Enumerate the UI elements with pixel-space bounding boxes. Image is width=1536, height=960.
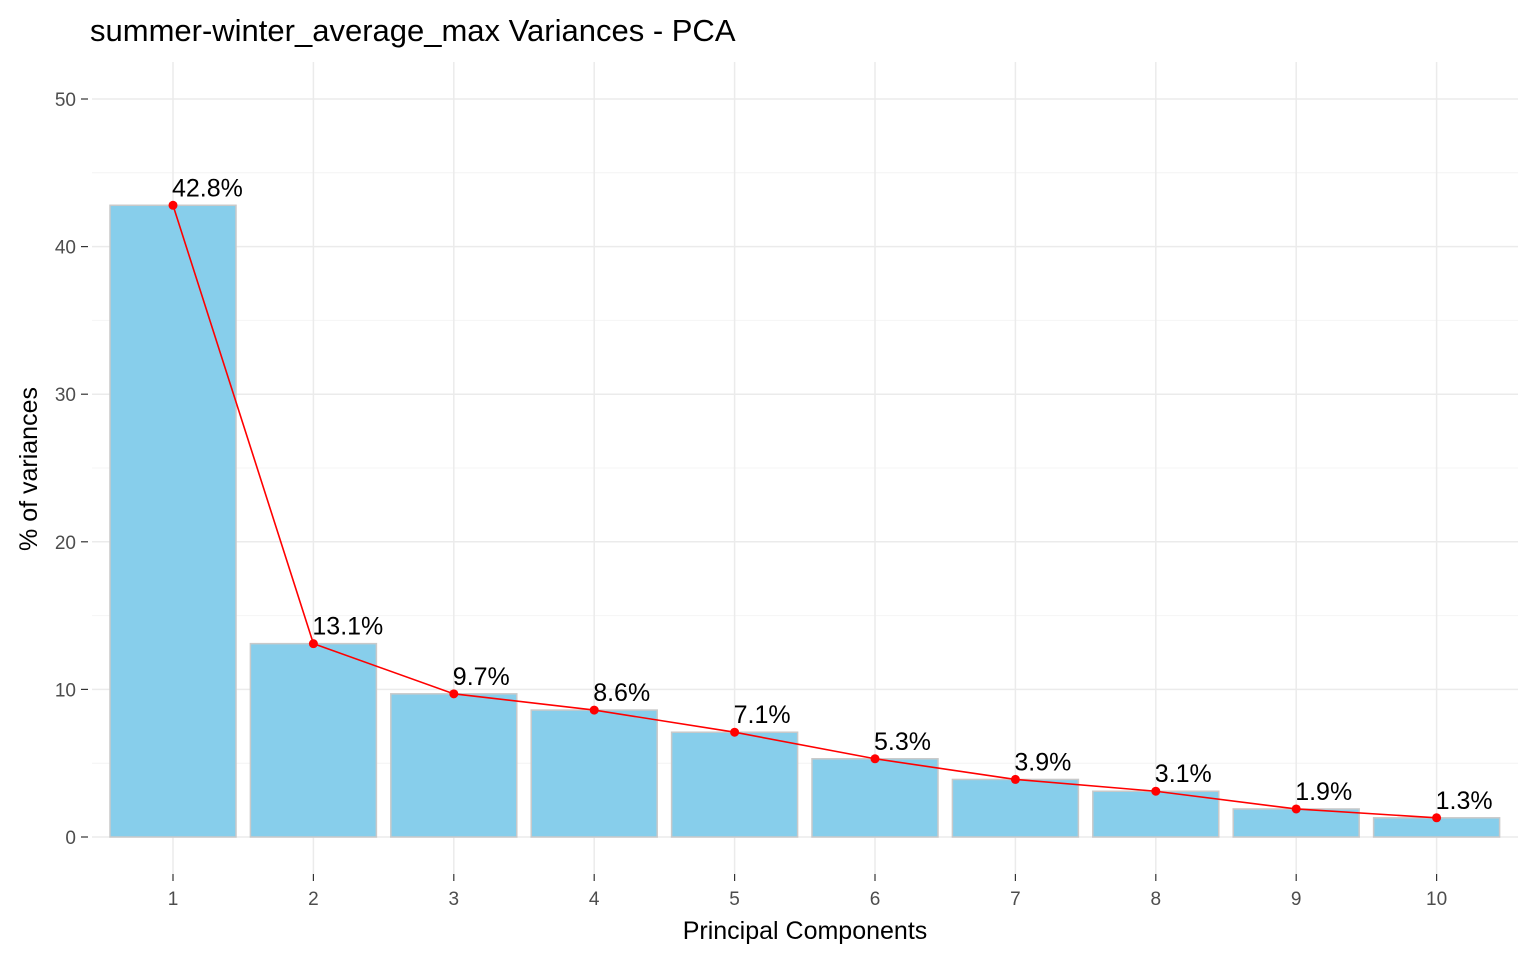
x-tick-label: 7	[1010, 889, 1021, 910]
y-axis-title: % of variances	[15, 387, 43, 551]
bar-pc-5	[670, 731, 799, 838]
bar-pc-3	[390, 693, 518, 838]
data-label-pc-1: 42.8%	[172, 174, 243, 202]
y-tick-label: 30	[55, 385, 76, 406]
y-axis: 0 10 20 30 40 50	[55, 90, 88, 849]
point-pc-4	[589, 705, 599, 715]
y-tick-label: 10	[55, 680, 76, 701]
x-tick-label: 6	[870, 889, 881, 910]
bar-pc-8	[1092, 790, 1220, 838]
point-pc-3	[449, 689, 459, 699]
y-tick-label: 20	[55, 533, 76, 554]
bar-pc-4	[530, 709, 658, 838]
point-pc-6	[870, 754, 880, 764]
y-tick-label: 50	[55, 90, 76, 111]
x-axis-title: Principal Components	[683, 917, 928, 945]
y-tick-label: 0	[65, 828, 76, 849]
variance-line	[172, 205, 1437, 819]
data-label-pc-8: 3.1%	[1155, 760, 1212, 788]
bar-pc-2	[249, 642, 378, 838]
data-label-pc-10: 1.3%	[1436, 787, 1493, 815]
chart-title: summer-winter_average_max Variances - PC…	[90, 13, 736, 48]
x-tick-label: 2	[308, 889, 319, 910]
x-tick-label: 5	[729, 889, 740, 910]
data-label-pc-7: 3.9%	[1014, 748, 1071, 776]
x-tick-label: 3	[449, 889, 460, 910]
x-tick-label: 10	[1426, 889, 1447, 910]
bar-pc-6	[811, 758, 939, 838]
data-label-pc-5: 7.1%	[734, 701, 791, 729]
trend-line	[172, 205, 1437, 819]
point-pc-8	[1151, 786, 1161, 796]
data-labels: 42.8% 13.1% 9.7% 8.6% 7.1% 5.3% 3.9% 3.1% 1.9% 1.…	[172, 174, 1493, 815]
point-pc-10	[1432, 813, 1442, 823]
point-pc-7	[1010, 774, 1020, 784]
data-label-pc-3: 9.7%	[453, 663, 510, 691]
bar-pc-1	[109, 204, 237, 838]
point-pc-5	[730, 727, 740, 737]
bar-pc-7	[951, 778, 1080, 838]
y-tick-label: 40	[55, 238, 76, 259]
x-tick-label: 4	[589, 889, 600, 910]
data-label-pc-2: 13.1%	[312, 613, 383, 641]
bars	[109, 204, 1501, 838]
points	[168, 200, 1442, 823]
point-pc-2	[308, 639, 318, 649]
x-tick-label: 1	[168, 889, 179, 910]
x-tick-label: 8	[1151, 889, 1162, 910]
data-label-pc-9: 1.9%	[1295, 778, 1352, 806]
data-label-pc-6: 5.3%	[874, 728, 931, 756]
data-label-pc-4: 8.6%	[593, 679, 650, 707]
point-pc-9	[1291, 804, 1301, 814]
x-tick-label: 9	[1291, 889, 1302, 910]
x-axis: 1 2 3 4 5 6 7 8 9 10	[168, 874, 1447, 910]
point-pc-1	[168, 200, 178, 210]
